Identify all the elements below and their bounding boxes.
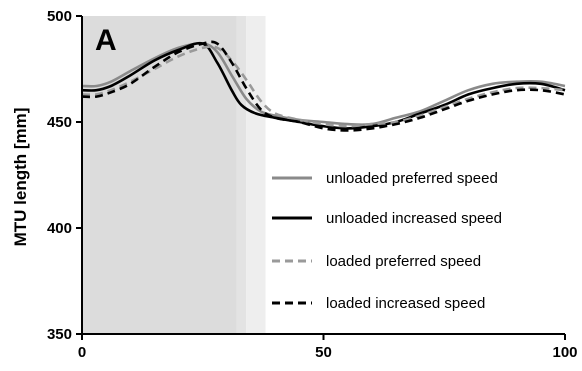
shaded-region-2: [236, 16, 247, 334]
series-line-2: [81, 41, 566, 130]
panel-label: A: [95, 24, 117, 57]
shaded-region-3: [246, 16, 266, 334]
legend-label-4: loaded increased speed: [326, 295, 485, 312]
legend: unloaded preferred speed unloaded increas…: [272, 170, 502, 312]
y-tick-label: 400: [47, 220, 72, 237]
series-line-4: [81, 40, 566, 132]
y-axis-title: MTU length [mm]: [11, 108, 30, 247]
y-tick-label: 350: [47, 326, 72, 343]
series-line-1: [81, 42, 566, 126]
legend-label-1: unloaded preferred speed: [326, 170, 498, 187]
axes: 350 400 450 500 0 50 100: [47, 8, 578, 361]
shaded-regions: [82, 16, 266, 334]
y-tick-label: 450: [47, 114, 72, 131]
legend-label-3: loaded preferred speed: [326, 253, 481, 270]
shaded-region-1: [82, 16, 237, 334]
y-tick-label: 500: [47, 8, 72, 25]
x-tick-label: 100: [552, 344, 577, 361]
series-lines: [81, 40, 566, 132]
x-tick-label: 50: [315, 344, 332, 361]
series-line-3: [81, 45, 566, 128]
legend-label-2: unloaded increased speed: [326, 210, 502, 227]
x-tick-label: 0: [78, 344, 86, 361]
